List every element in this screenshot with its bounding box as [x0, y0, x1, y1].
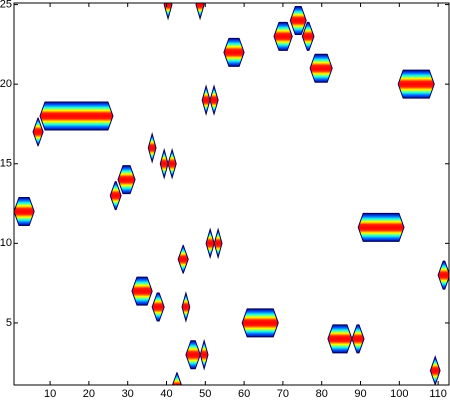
plot-area	[14, 3, 449, 385]
x-tick-label: 50	[199, 388, 211, 400]
bar	[209, 84, 219, 116]
bar	[181, 291, 191, 323]
bar	[201, 84, 211, 116]
x-tick-label: 70	[277, 388, 289, 400]
bar	[327, 324, 353, 354]
bar	[289, 6, 307, 36]
bar	[273, 21, 293, 51]
bar	[357, 212, 405, 242]
x-tick-label: 100	[390, 388, 408, 400]
bar	[117, 165, 136, 195]
bar	[177, 244, 189, 274]
x-tick-label: 20	[83, 388, 95, 400]
bar	[301, 21, 315, 51]
bar	[397, 69, 435, 99]
y-tick-label: 15	[0, 158, 12, 170]
bar	[213, 227, 223, 260]
bar	[159, 147, 169, 180]
bar	[429, 355, 441, 385]
y-tick-label: 25	[0, 0, 12, 10]
x-tick-label: 30	[122, 388, 134, 400]
bar	[14, 197, 35, 227]
bar	[205, 227, 215, 260]
x-tick-label: 60	[238, 388, 250, 400]
y-tick-label: 5	[6, 317, 12, 329]
y-tick-label: 20	[0, 78, 12, 90]
bar	[151, 292, 165, 322]
x-tick-label: 80	[316, 388, 328, 400]
x-tick-label: 10	[44, 388, 56, 400]
bar	[241, 308, 279, 338]
x-tick-label: 40	[160, 388, 172, 400]
bar	[309, 53, 333, 83]
bar	[109, 181, 122, 211]
y-tick-label: 10	[0, 237, 12, 249]
axes-frame	[13, 2, 450, 386]
bar	[147, 131, 157, 164]
bar	[195, 3, 205, 21]
bar	[223, 37, 245, 67]
bar	[437, 260, 449, 290]
bar	[131, 276, 153, 306]
bar	[32, 117, 44, 147]
bar	[167, 147, 177, 180]
bar	[171, 372, 182, 385]
x-tick-label: 110	[429, 388, 447, 400]
x-tick-label: 90	[354, 388, 366, 400]
bar	[199, 338, 209, 371]
bar	[185, 340, 201, 370]
bar	[351, 324, 365, 354]
bar	[39, 101, 114, 131]
